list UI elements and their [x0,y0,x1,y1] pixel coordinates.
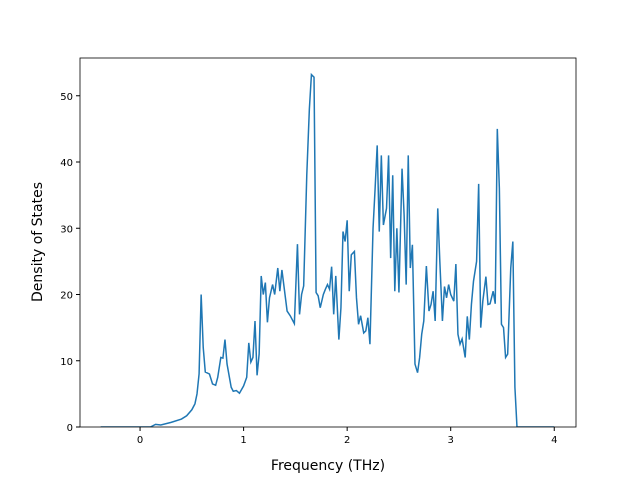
y-tick-label: 30 [60,224,73,235]
y-tick-label: 20 [60,291,73,302]
x-axis-label: Frequency (THz) [271,458,385,474]
x-tick-label: 1 [240,435,246,446]
y-tick-label: 50 [60,92,73,103]
y-tick-label: 0 [67,423,73,434]
y-axis-label: Density of States [30,182,46,302]
y-tick-label: 40 [60,158,73,169]
x-tick-label: 2 [344,435,350,446]
x-tick-label: 3 [448,435,454,446]
x-tick-label: 4 [551,435,557,446]
plot-frame [79,57,577,428]
data-line [100,72,555,427]
x-tick-label: 0 [137,435,143,446]
y-tick-label: 10 [60,357,73,368]
